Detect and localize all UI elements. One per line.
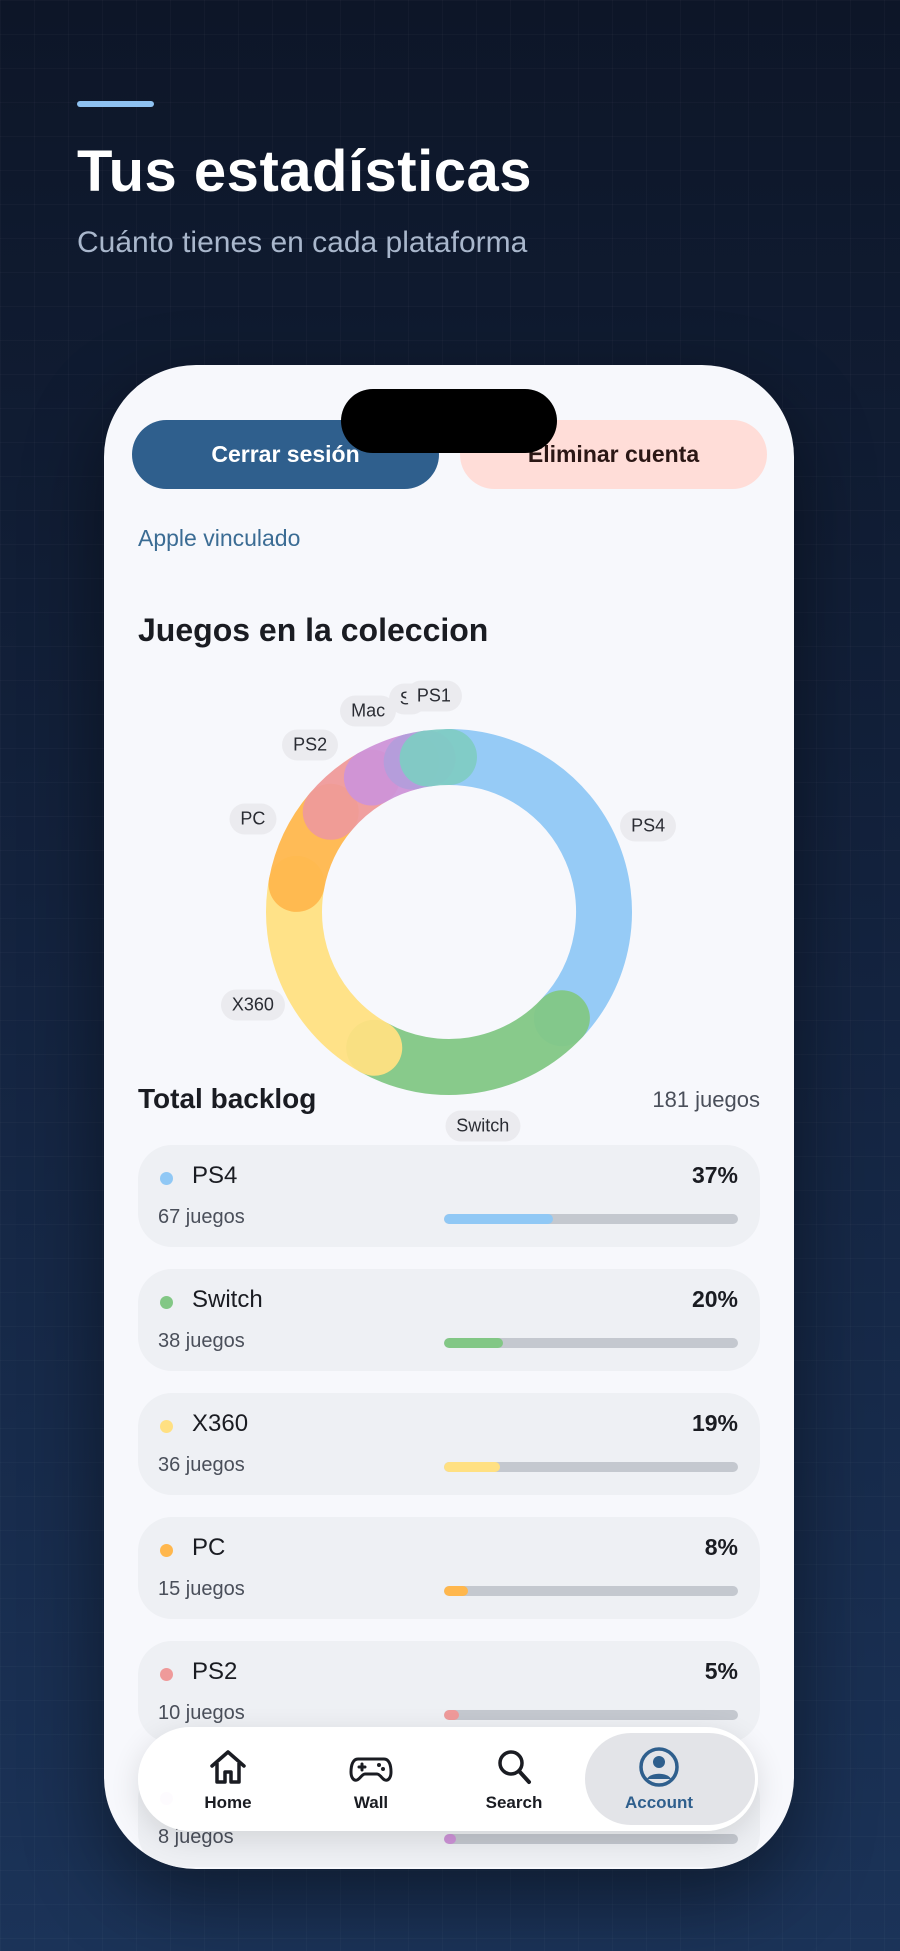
home-icon bbox=[210, 1750, 246, 1784]
platform-percent: 5% bbox=[704, 1658, 738, 1684]
platform-percent: 8% bbox=[704, 1534, 738, 1560]
platform-percent: 20% bbox=[691, 1286, 738, 1312]
donut-label: PS1 bbox=[405, 680, 462, 712]
backlog-card[interactable]: PC 8% 15 juegos bbox=[138, 1517, 760, 1619]
backlog-card[interactable]: X360 19% 36 juegos bbox=[138, 1393, 760, 1495]
backlog-card[interactable]: Switch 20% 38 juegos bbox=[138, 1269, 760, 1371]
donut-label: PC bbox=[229, 803, 277, 835]
platform-percent: 19% bbox=[691, 1410, 738, 1436]
dynamic-island bbox=[341, 389, 557, 453]
backlog-total: 181 juegos bbox=[652, 1087, 760, 1112]
progress-track bbox=[444, 1586, 738, 1596]
donut-label: Switch bbox=[445, 1110, 521, 1142]
search-icon bbox=[498, 1750, 531, 1784]
platform-count: 8 juegos bbox=[158, 1826, 234, 1848]
donut-label: Mac bbox=[340, 695, 397, 727]
title-accent-line bbox=[77, 101, 154, 107]
delete-account-button[interactable]: Eliminar cuenta bbox=[460, 420, 767, 489]
progress-fill bbox=[444, 1834, 456, 1844]
gamepad-icon bbox=[349, 1757, 393, 1782]
platform-color-dot bbox=[160, 1296, 173, 1309]
platform-name: PS2 bbox=[192, 1658, 238, 1685]
donut-label: PS2 bbox=[282, 729, 339, 761]
tab-wall-label: Wall bbox=[353, 1793, 389, 1812]
donut-slice-ps1 bbox=[399, 729, 477, 787]
donut-svg bbox=[266, 729, 632, 1095]
platform-count: 67 juegos bbox=[158, 1206, 245, 1228]
platform-percent: 37% bbox=[691, 1162, 738, 1188]
backlog-title: Total backlog bbox=[138, 1083, 317, 1114]
donut-slice-switch bbox=[346, 990, 590, 1095]
tab-account-label: Account bbox=[625, 1793, 693, 1812]
tab-home-label: Home bbox=[204, 1793, 252, 1812]
platform-count: 36 juegos bbox=[158, 1454, 245, 1476]
progress-fill bbox=[444, 1214, 553, 1224]
account-icon bbox=[639, 1747, 679, 1787]
collection-title: Juegos en la coleccion bbox=[138, 612, 489, 648]
apple-linked-status: Apple vinculado bbox=[138, 525, 301, 551]
platform-count: 38 juegos bbox=[158, 1330, 245, 1352]
tab-wall[interactable]: Wall bbox=[301, 1727, 441, 1831]
platform-color-dot bbox=[160, 1668, 173, 1681]
tab-search[interactable]: Search bbox=[444, 1727, 584, 1831]
page-subtitle: Cuánto tienes en cada plataforma bbox=[77, 226, 528, 259]
progress-fill bbox=[444, 1710, 459, 1720]
platform-count: 10 juegos bbox=[158, 1702, 245, 1724]
platform-name: PC bbox=[192, 1534, 226, 1561]
tab-home[interactable]: Home bbox=[158, 1727, 298, 1831]
progress-fill bbox=[444, 1338, 503, 1348]
tab-search-label: Search bbox=[485, 1793, 543, 1812]
backlog-card[interactable]: PS2 5% 10 juegos bbox=[138, 1641, 760, 1743]
page-title: Tus estadísticas bbox=[77, 139, 533, 204]
donut-slice-ps4 bbox=[421, 729, 632, 1047]
platform-color-dot bbox=[160, 1172, 173, 1185]
progress-fill bbox=[444, 1462, 500, 1472]
platform-name: PS4 bbox=[192, 1162, 238, 1189]
platform-name: Switch bbox=[192, 1286, 263, 1313]
platform-color-dot bbox=[160, 1544, 173, 1557]
progress-track bbox=[444, 1338, 738, 1348]
tab-bar: Home Wall Search Accou bbox=[138, 1727, 758, 1831]
donut-label: PS4 bbox=[620, 810, 677, 842]
donut-label: X360 bbox=[220, 989, 285, 1021]
tab-account[interactable]: Account bbox=[585, 1727, 755, 1831]
platform-name: X360 bbox=[192, 1410, 249, 1437]
platform-color-dot bbox=[160, 1420, 173, 1433]
progress-track bbox=[444, 1462, 738, 1472]
progress-track bbox=[444, 1834, 738, 1844]
collection-donut-chart: PS4SwitchX360PCPS2MacSlPS1 bbox=[104, 655, 794, 1455]
backlog-card[interactable]: PS4 37% 67 juegos bbox=[138, 1145, 760, 1247]
progress-fill bbox=[444, 1586, 468, 1596]
progress-track bbox=[444, 1214, 738, 1224]
progress-track bbox=[444, 1710, 738, 1720]
platform-count: 15 juegos bbox=[158, 1578, 245, 1600]
phone-frame: Cerrar sesión Eliminar cuenta Apple vinc… bbox=[104, 365, 794, 1869]
